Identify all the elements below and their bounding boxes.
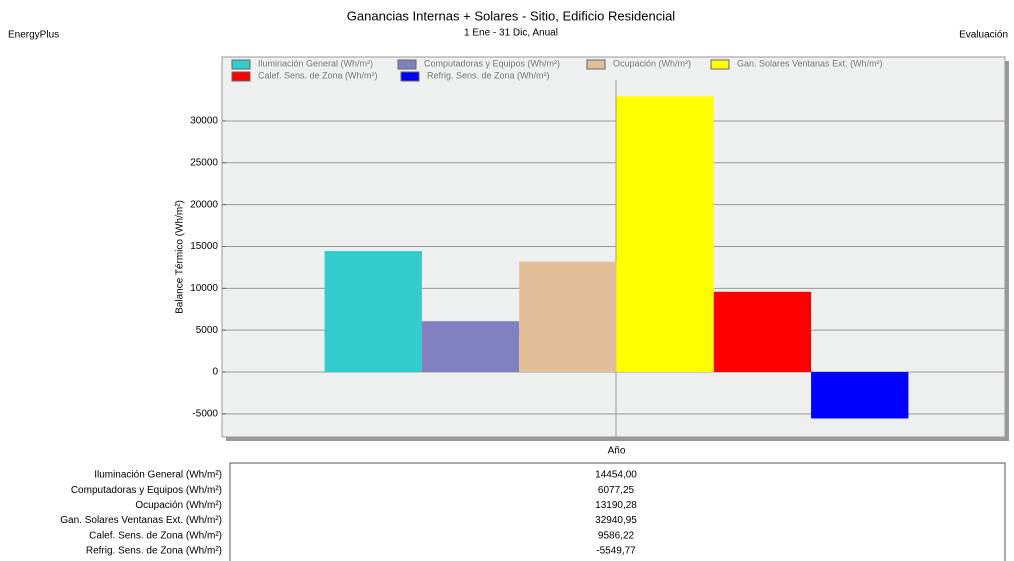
table-row-label: Gan. Solares Ventanas Ext. (Wh/m²) <box>60 515 222 526</box>
app-name: EnergyPlus <box>8 30 59 41</box>
legend-label: Computadoras y Equipos (Wh/m²) <box>424 58 560 68</box>
table-row-label: Computadoras y Equipos (Wh/m²) <box>71 485 222 496</box>
table-row-label: Refrig. Sens. de Zona (Wh/m²) <box>86 546 222 557</box>
y-tick-label: 15000 <box>190 241 218 252</box>
table-value: 6077,25 <box>598 485 635 496</box>
legend-swatch <box>231 71 251 82</box>
legend-swatch <box>231 59 251 70</box>
bar <box>519 261 617 373</box>
table-row-label: Calef. Sens. de Zona (Wh/m²) <box>89 530 222 541</box>
y-tick-label: 5000 <box>196 325 219 336</box>
y-tick-label: 30000 <box>190 116 218 127</box>
table-row-label: Ocupación (Wh/m²) <box>135 500 222 511</box>
table-value: 9586,22 <box>598 530 635 541</box>
bar <box>616 96 714 373</box>
legend-swatch <box>710 59 730 70</box>
y-tick-label: -5000 <box>192 409 218 420</box>
table-value: 14454,00 <box>595 470 637 481</box>
report-type: Evaluación <box>959 30 1008 41</box>
legend-label: Iluminación General (Wh/m²) <box>258 58 373 68</box>
bar <box>811 372 909 419</box>
bar <box>421 321 520 373</box>
table-row-label: Iluminación General (Wh/m²) <box>94 470 222 481</box>
data-table <box>229 462 1006 561</box>
bar <box>713 291 812 373</box>
legend-swatch <box>400 71 420 82</box>
y-tick-label: 20000 <box>190 199 218 210</box>
chart-title: Ganancias Internas + Solares - Sitio, Ed… <box>347 8 676 23</box>
legend-swatch <box>397 59 417 70</box>
table-value: 13190,28 <box>595 500 637 511</box>
y-tick-label: 10000 <box>190 283 218 294</box>
legend-label: Calef. Sens. de Zona (Wh/m²) <box>258 70 378 80</box>
table-value: -5549,77 <box>596 546 636 557</box>
x-tick-label: Año <box>608 446 626 457</box>
chart-subtitle: 1 Ene - 31 Dic, Anual <box>464 28 558 39</box>
legend-label: Refrig. Sens. de Zona (Wh/m²) <box>427 70 550 80</box>
legend-label: Gan. Solares Ventanas Ext. (Wh/m²) <box>737 58 883 68</box>
table-value: 32940,95 <box>595 515 637 526</box>
y-tick-label: 0 <box>212 367 218 378</box>
bar <box>324 251 422 373</box>
y-axis-label: Balance Térmico (Wh/m²) <box>175 200 186 314</box>
legend-swatch <box>586 59 606 70</box>
y-tick-label: 25000 <box>190 157 218 168</box>
legend-label: Ocupación (Wh/m²) <box>613 58 691 68</box>
